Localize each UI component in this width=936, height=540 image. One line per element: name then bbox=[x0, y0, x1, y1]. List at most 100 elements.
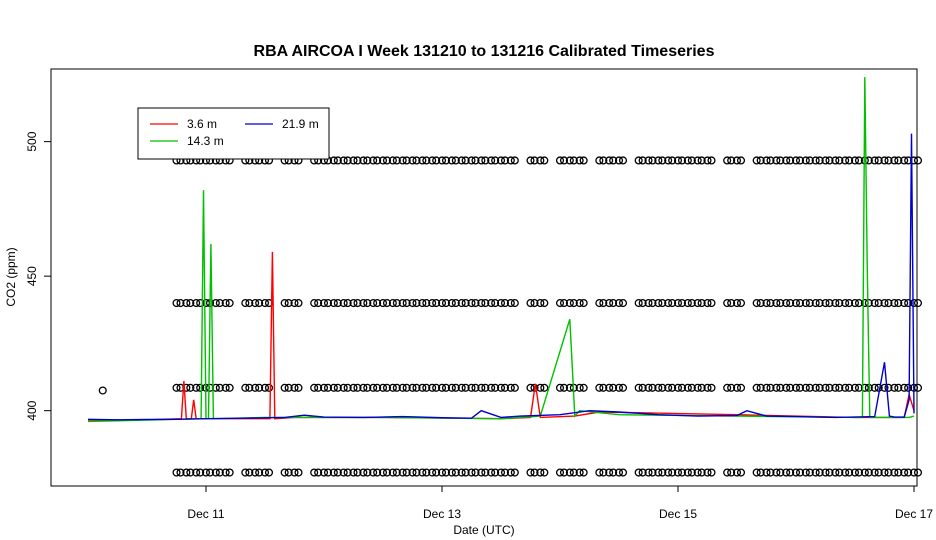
flag-point bbox=[683, 383, 692, 392]
flag-point bbox=[264, 468, 274, 477]
flag-point bbox=[648, 383, 657, 392]
flag-point bbox=[894, 468, 903, 477]
flag-point bbox=[697, 468, 706, 477]
flag-point bbox=[658, 383, 667, 392]
flag-point bbox=[677, 383, 687, 392]
flag-point bbox=[900, 156, 909, 165]
flag-point bbox=[467, 156, 476, 165]
flag-point bbox=[782, 156, 791, 165]
flag-point bbox=[471, 299, 480, 308]
flag-point bbox=[835, 468, 844, 477]
flag-point bbox=[634, 383, 643, 392]
flag-point bbox=[428, 468, 437, 477]
flag-point bbox=[703, 156, 712, 165]
flag-point bbox=[772, 299, 781, 308]
flag-point bbox=[221, 299, 230, 308]
flag-point bbox=[609, 383, 618, 392]
flag-point bbox=[398, 383, 407, 392]
flag-point bbox=[373, 383, 382, 392]
flag-point bbox=[707, 383, 716, 392]
flag-point bbox=[772, 383, 781, 392]
flag-point bbox=[569, 468, 578, 477]
flag-point bbox=[491, 299, 500, 308]
flag-point bbox=[461, 383, 470, 392]
flag-point bbox=[634, 156, 643, 165]
flag-point bbox=[805, 156, 814, 165]
flag-point bbox=[471, 468, 480, 477]
flag-point bbox=[683, 156, 692, 165]
flag-point bbox=[402, 299, 411, 308]
flag-point bbox=[176, 299, 185, 308]
flag-point bbox=[727, 156, 736, 165]
flag-point bbox=[437, 468, 447, 477]
flag-point bbox=[402, 468, 411, 477]
flag-point bbox=[310, 299, 319, 308]
flag-point bbox=[618, 383, 628, 392]
flag-point bbox=[241, 468, 250, 477]
flag-point bbox=[98, 386, 107, 395]
flag-point bbox=[241, 383, 250, 392]
flag-point bbox=[894, 156, 903, 165]
flag-point bbox=[864, 468, 873, 477]
flag-point bbox=[392, 383, 401, 392]
flag-point bbox=[815, 156, 824, 165]
flag-point bbox=[441, 468, 451, 477]
flag-point bbox=[402, 383, 411, 392]
flag-point bbox=[481, 299, 490, 308]
flag-point bbox=[359, 299, 368, 308]
flag-point bbox=[791, 156, 801, 165]
flag-point bbox=[432, 468, 441, 477]
flag-point bbox=[766, 383, 775, 392]
flag-point bbox=[693, 156, 702, 165]
flag-point bbox=[648, 299, 657, 308]
y-axis-label: CO2 (ppm) bbox=[4, 247, 18, 306]
flag-point bbox=[510, 383, 519, 392]
flag-point bbox=[363, 156, 372, 165]
flag-point bbox=[186, 383, 195, 392]
flag-point bbox=[510, 156, 519, 165]
flag-point bbox=[526, 156, 535, 165]
flag-point bbox=[294, 468, 303, 477]
flag-point bbox=[491, 468, 500, 477]
flag-point bbox=[575, 468, 584, 477]
flag-point bbox=[693, 299, 702, 308]
flag-point bbox=[264, 383, 274, 392]
flag-point bbox=[412, 156, 421, 165]
flag-point bbox=[825, 468, 834, 477]
flag-point bbox=[654, 383, 663, 392]
flag-point bbox=[260, 383, 270, 392]
flag-point bbox=[196, 383, 205, 392]
flag-point bbox=[555, 383, 565, 392]
flag-point bbox=[481, 468, 490, 477]
flag-point bbox=[825, 383, 834, 392]
flag-point bbox=[196, 299, 205, 308]
flag-point bbox=[500, 383, 510, 392]
flag-point bbox=[658, 299, 667, 308]
series-line-3 bbox=[87, 133, 915, 421]
flag-point bbox=[447, 299, 456, 308]
flag-point bbox=[864, 299, 873, 308]
flag-point bbox=[786, 468, 795, 477]
flag-point bbox=[392, 156, 401, 165]
y-axis: 400 450 500 bbox=[25, 131, 52, 421]
flag-point bbox=[870, 383, 879, 392]
flag-point bbox=[845, 156, 854, 165]
flag-point bbox=[654, 299, 663, 308]
flag-point bbox=[687, 299, 696, 308]
flag-point bbox=[900, 468, 909, 477]
flag-point bbox=[477, 468, 486, 477]
flag-point bbox=[530, 468, 539, 477]
flag-point bbox=[526, 299, 535, 308]
flag-point bbox=[786, 156, 795, 165]
flag-point bbox=[884, 299, 893, 308]
flag-point bbox=[654, 156, 663, 165]
flag-point bbox=[703, 299, 712, 308]
flag-point bbox=[732, 383, 742, 392]
flag-point bbox=[408, 468, 417, 477]
flag-point bbox=[795, 156, 805, 165]
flag-point bbox=[412, 383, 421, 392]
flag-point bbox=[457, 383, 466, 392]
flag-point bbox=[280, 383, 289, 392]
flag-point bbox=[727, 383, 736, 392]
flag-point bbox=[280, 468, 289, 477]
